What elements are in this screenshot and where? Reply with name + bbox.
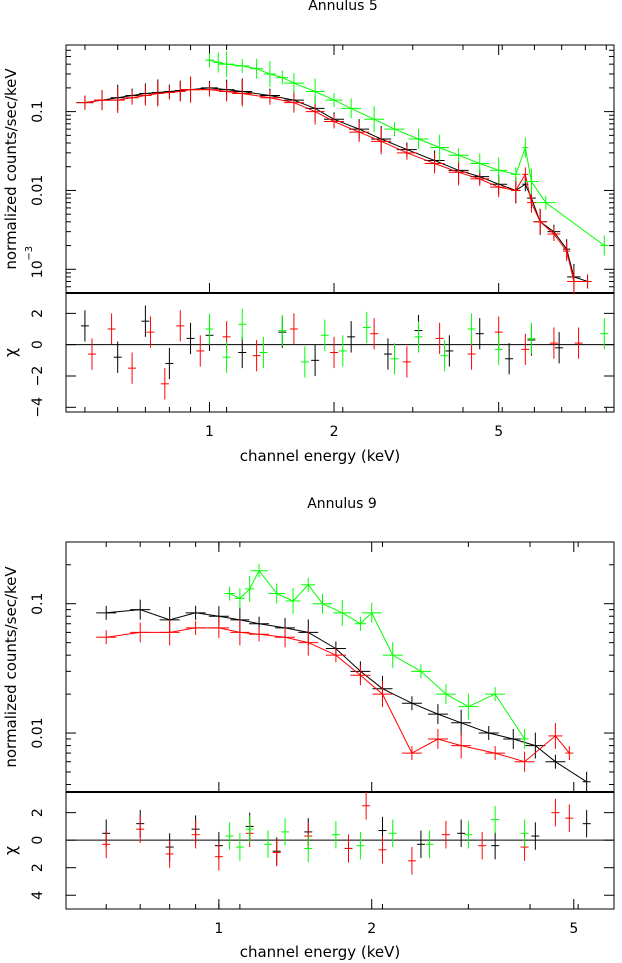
x-tick-label: 1 <box>205 424 214 440</box>
y-tick-label: 0.01 <box>30 717 46 748</box>
series-2 <box>224 563 529 863</box>
y-tick-label: 0.1 <box>30 593 46 615</box>
series-0 <box>96 599 591 865</box>
chi-tick-label: 0 <box>30 836 46 845</box>
residual-panel-frame <box>65 791 615 910</box>
y-tick-label: 10 <box>30 260 46 278</box>
model-step-line <box>84 87 588 282</box>
x-axis-label: channel energy (keV) <box>240 943 401 961</box>
chi-tick-label: 2 <box>30 863 46 872</box>
y-tick-label: 0.1 <box>30 100 46 122</box>
chi-tick-label: −4 <box>30 397 46 418</box>
x-tick-label: 2 <box>330 424 339 440</box>
model-step-line <box>106 609 587 783</box>
x-tick-label: 5 <box>569 921 578 937</box>
y-axis-label: normalized counts/sec/keV <box>2 566 20 768</box>
chart-annulus-5: 1 2 5 channel energy (keV) 0.1 0.01 10−3 normal… <box>1 44 615 465</box>
chi-axis-label: χ <box>1 348 20 357</box>
model-step-line <box>229 569 526 740</box>
chi-tick-label: −2 <box>30 366 46 387</box>
chi-tick-label: 2 <box>30 808 46 817</box>
chi-tick-label: 4 <box>30 891 46 900</box>
x-axis-label: channel energy (keV) <box>240 447 401 465</box>
x-tick-label: 2 <box>367 921 376 937</box>
series-1 <box>76 76 592 400</box>
chart-title-annulus-5: Annulus 5 <box>308 0 378 14</box>
chi-tick-label: 2 <box>30 309 46 318</box>
y-tick-exponent: −3 <box>24 246 35 261</box>
top-panel-frame <box>65 541 615 793</box>
chi-tick-label: 0 <box>30 340 46 349</box>
chi-axis-label: χ <box>1 846 20 855</box>
x-tick-label: 5 <box>494 424 503 440</box>
y-tick-label: 0.01 <box>30 175 46 206</box>
chart-title-annulus-9: Annulus 9 <box>307 496 377 512</box>
y-axis-label: normalized counts/sec/keV <box>2 68 20 270</box>
model-step-line <box>106 627 570 763</box>
series-1 <box>96 617 574 875</box>
x-tick-label: 1 <box>214 921 223 937</box>
chart-annulus-9: 1 2 5 channel energy (keV) 0.1 0.01 normalized… <box>1 541 615 961</box>
model-step-line <box>84 89 588 282</box>
series-2 <box>205 51 609 378</box>
